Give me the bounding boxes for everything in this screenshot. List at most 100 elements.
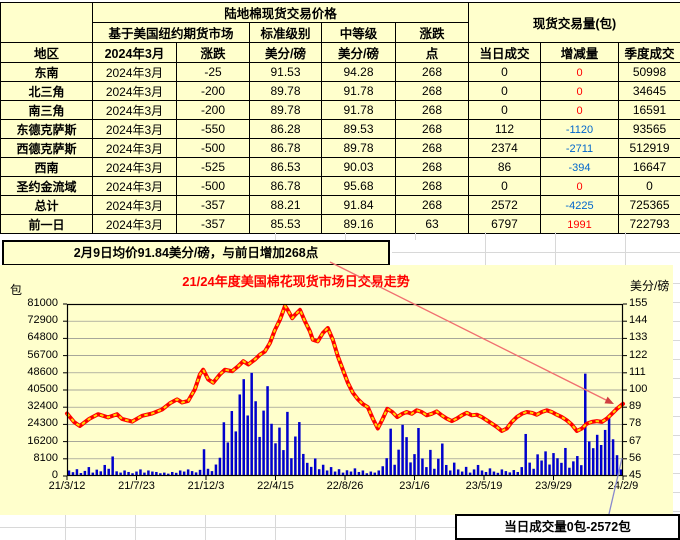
points-cell[interactable]: 268	[395, 176, 469, 196]
col-header-daily[interactable]: 当日成交	[468, 42, 541, 63]
month-cell[interactable]: 2024年3月	[92, 62, 177, 82]
month-cell[interactable]: 2024年3月	[92, 214, 177, 234]
points-cell[interactable]: 268	[395, 62, 469, 82]
quarter-volume-cell[interactable]: 34645	[618, 81, 680, 101]
standard-price-cell[interactable]: 86.78	[249, 138, 322, 158]
corner-cell[interactable]	[0, 2, 93, 43]
daily-volume-cell[interactable]: 2572	[468, 195, 541, 215]
quarter-volume-cell[interactable]: 512919	[618, 138, 680, 158]
daily-volume-cell[interactable]: 0	[468, 176, 541, 196]
region-cell[interactable]: 总计	[0, 195, 93, 215]
quarter-volume-cell[interactable]: 16647	[618, 157, 680, 177]
standard-price-cell[interactable]: 89.78	[249, 100, 322, 120]
delta-cell[interactable]: 0	[540, 81, 619, 101]
quarter-volume-cell[interactable]: 725365	[618, 195, 680, 215]
change-cell[interactable]: -357	[176, 214, 250, 234]
points-cell[interactable]: 268	[395, 119, 469, 139]
change-cell[interactable]: -525	[176, 157, 250, 177]
region-cell[interactable]: 前一日	[0, 214, 93, 234]
daily-volume-cell[interactable]: 86	[468, 157, 541, 177]
delta-cell[interactable]: -394	[540, 157, 619, 177]
daily-volume-cell[interactable]: 112	[468, 119, 541, 139]
daily-volume-cell[interactable]: 6797	[468, 214, 541, 234]
medium-price-cell[interactable]: 95.68	[321, 176, 396, 196]
quarter-volume-cell[interactable]: 50998	[618, 62, 680, 82]
change-cell[interactable]: -200	[176, 81, 250, 101]
daily-volume-cell[interactable]: 2374	[468, 138, 541, 158]
region-cell[interactable]: 西南	[0, 157, 93, 177]
daily-volume-cell[interactable]: 0	[468, 81, 541, 101]
header-change[interactable]: 涨跌	[395, 22, 469, 43]
region-cell[interactable]: 北三角	[0, 81, 93, 101]
col-header-change[interactable]: 涨跌	[176, 42, 250, 63]
col-header-month[interactable]: 2024年3月	[92, 42, 177, 63]
medium-price-cell[interactable]: 91.78	[321, 81, 396, 101]
points-cell[interactable]: 268	[395, 81, 469, 101]
region-cell[interactable]: 东南	[0, 62, 93, 82]
quarter-volume-cell[interactable]: 16591	[618, 100, 680, 120]
delta-cell[interactable]: 0	[540, 100, 619, 120]
month-cell[interactable]: 2024年3月	[92, 119, 177, 139]
standard-price-cell[interactable]: 85.53	[249, 214, 322, 234]
region-cell[interactable]: 西德克萨斯	[0, 138, 93, 158]
daily-volume-cell[interactable]: 0	[468, 62, 541, 82]
medium-price-cell[interactable]: 89.16	[321, 214, 396, 234]
standard-price-cell[interactable]: 86.78	[249, 176, 322, 196]
header-medium-grade[interactable]: 中等级	[321, 22, 396, 43]
quarter-volume-cell[interactable]: 0	[618, 176, 680, 196]
col-header-delta[interactable]: 增减量	[540, 42, 619, 63]
change-cell[interactable]: -357	[176, 195, 250, 215]
medium-price-cell[interactable]: 94.28	[321, 62, 396, 82]
change-cell[interactable]: -500	[176, 138, 250, 158]
medium-price-cell[interactable]: 91.78	[321, 100, 396, 120]
medium-price-cell[interactable]: 90.03	[321, 157, 396, 177]
month-cell[interactable]: 2024年3月	[92, 100, 177, 120]
table-title[interactable]: 陆地棉现货交易价格	[92, 2, 469, 23]
medium-price-cell[interactable]: 89.78	[321, 138, 396, 158]
col-header-region[interactable]: 地区	[0, 42, 93, 63]
month-cell[interactable]: 2024年3月	[92, 157, 177, 177]
points-cell[interactable]: 268	[395, 100, 469, 120]
delta-cell[interactable]: -1120	[540, 119, 619, 139]
delta-cell[interactable]: 0	[540, 176, 619, 196]
month-cell[interactable]: 2024年3月	[92, 195, 177, 215]
change-cell[interactable]: -500	[176, 176, 250, 196]
standard-price-cell[interactable]: 88.21	[249, 195, 322, 215]
daily-volume-box[interactable]: 当日成交量0包-2572包	[455, 514, 680, 540]
quarter-volume-cell[interactable]: 722793	[618, 214, 680, 234]
points-cell[interactable]: 268	[395, 157, 469, 177]
points-cell[interactable]: 268	[395, 195, 469, 215]
delta-cell[interactable]: 0	[540, 62, 619, 82]
medium-price-cell[interactable]: 89.53	[321, 119, 396, 139]
region-cell[interactable]: 圣约金流域	[0, 176, 93, 196]
daily-volume-cell[interactable]: 0	[468, 100, 541, 120]
header-standard-grade[interactable]: 标准级别	[249, 22, 322, 43]
month-cell[interactable]: 2024年3月	[92, 138, 177, 158]
delta-cell[interactable]: 1991	[540, 214, 619, 234]
change-cell[interactable]: -25	[176, 62, 250, 82]
points-cell[interactable]: 63	[395, 214, 469, 234]
delta-cell[interactable]: -2711	[540, 138, 619, 158]
volume-title[interactable]: 现货交易量(包)	[468, 2, 680, 43]
col-header-points[interactable]: 点	[395, 42, 469, 63]
standard-price-cell[interactable]: 91.53	[249, 62, 322, 82]
col-header-quarter[interactable]: 季度成交	[618, 42, 680, 63]
col-header-cents2[interactable]: 美分/磅	[321, 42, 396, 63]
standard-price-cell[interactable]: 89.78	[249, 81, 322, 101]
quarter-volume-cell[interactable]: 93565	[618, 119, 680, 139]
region-cell[interactable]: 东德克萨斯	[0, 119, 93, 139]
header-futures[interactable]: 基于美国纽约期货市场	[92, 22, 250, 43]
change-cell[interactable]: -200	[176, 100, 250, 120]
month-cell[interactable]: 2024年3月	[92, 176, 177, 196]
note-box[interactable]: 2月9日均价91.84美分/磅，与前日增加268点	[2, 240, 390, 266]
cotton-trend-chart[interactable]: 21/24年度美国棉花现货市场日交易走势 包 美分/磅 81000 72900 64…	[0, 265, 673, 515]
standard-price-cell[interactable]: 86.28	[249, 119, 322, 139]
month-cell[interactable]: 2024年3月	[92, 81, 177, 101]
points-cell[interactable]: 268	[395, 138, 469, 158]
region-cell[interactable]: 南三角	[0, 100, 93, 120]
standard-price-cell[interactable]: 86.53	[249, 157, 322, 177]
col-header-cents1[interactable]: 美分/磅	[249, 42, 322, 63]
delta-cell[interactable]: -4225	[540, 195, 619, 215]
change-cell[interactable]: -550	[176, 119, 250, 139]
medium-price-cell[interactable]: 91.84	[321, 195, 396, 215]
